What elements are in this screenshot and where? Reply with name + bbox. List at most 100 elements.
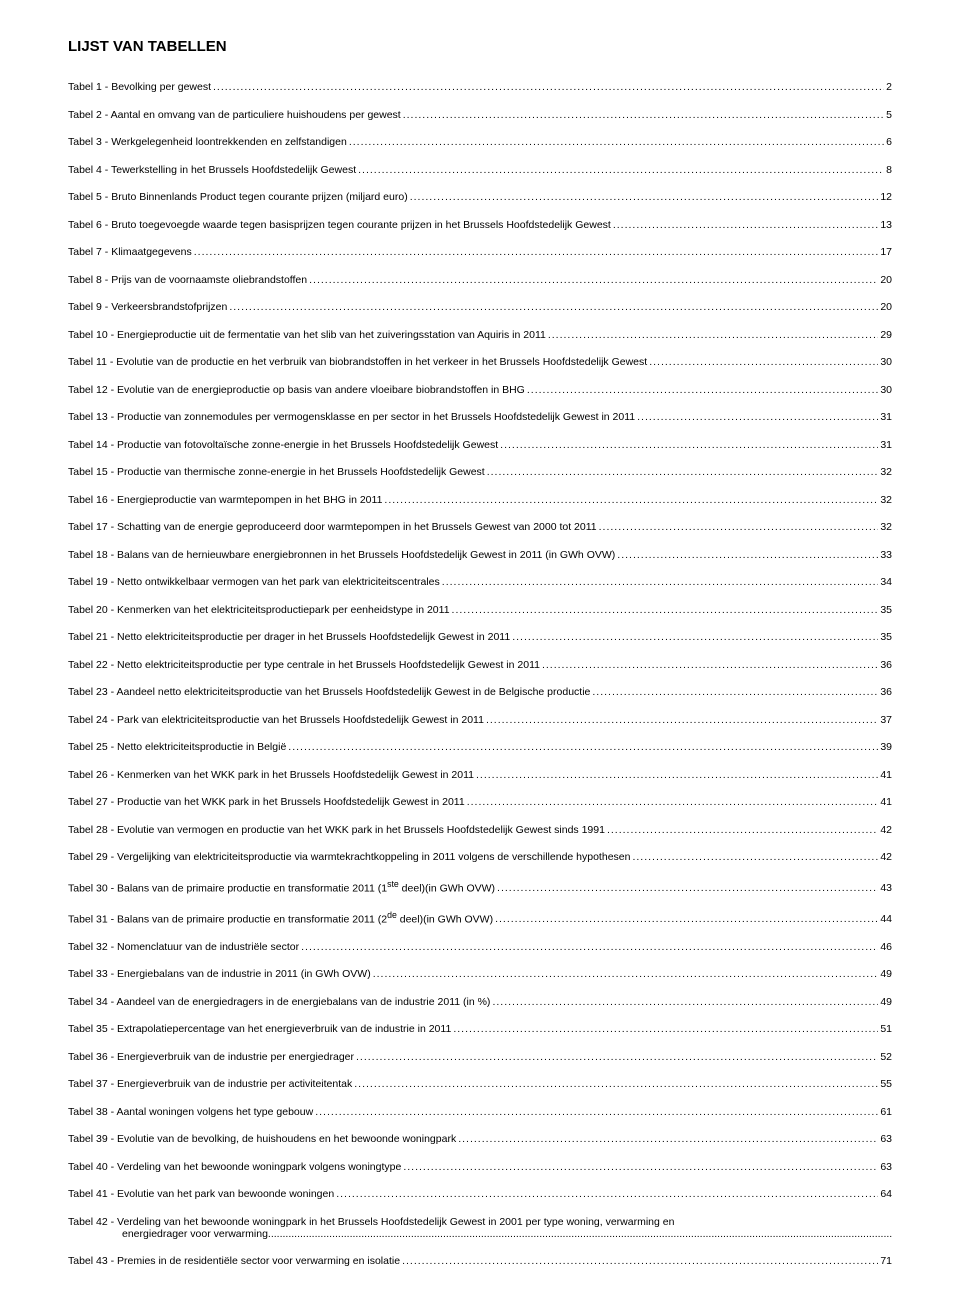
toc-entry-page: 43 [880,882,892,894]
leader-dots: ........................................… [542,659,878,671]
toc-entry: Tabel 26 - Kenmerken van het WKK park in… [68,769,892,781]
toc-entry-label: Tabel 17 - Schatting van de energie gepr… [68,521,597,533]
toc-entry-label: Tabel 26 - Kenmerken van het WKK park in… [68,769,474,781]
toc-entry: Tabel 31 - Balans van de primaire produc… [68,910,892,926]
toc-entry-page: 30 [880,356,892,368]
leader-dots: ........................................… [548,329,878,341]
toc-entry-page: 35 [880,631,892,643]
toc-entry-label: Tabel 33 - Energiebalans van de industri… [68,968,371,980]
toc-entry: Tabel 25 - Netto elektriciteitsproductie… [68,741,892,753]
toc-entry-label: Tabel 43 - Premies in de residentiële se… [68,1255,400,1267]
toc-entry-label-cont: energiedrager voor verwarming [122,1228,268,1240]
toc-entry-label: Tabel 6 - Bruto toegevoegde waarde tegen… [68,219,611,231]
toc-entry-label: Tabel 3 - Werkgelegenheid loontrekkenden… [68,136,347,148]
toc-entry-page: 30 [880,384,892,396]
leader-dots: ........................................… [403,1161,878,1173]
leader-dots: ........................................… [453,1023,878,1035]
toc-entry: Tabel 36 - Energieverbruik van de indust… [68,1051,892,1063]
leader-dots: ........................................… [592,686,878,698]
toc-entry-page: 36 [880,686,892,698]
leader-dots: ........................................… [613,219,878,231]
leader-dots: ........................................… [402,1255,878,1267]
toc-entry: Tabel 17 - Schatting van de energie gepr… [68,521,892,533]
toc-entry-label: Tabel 5 - Bruto Binnenlands Product tege… [68,191,408,203]
toc-entry-page: 17 [880,246,892,258]
leader-dots: ........................................… [649,356,878,368]
leader-dots: ........................................… [467,796,879,808]
leader-dots: ........................................… [358,164,884,176]
leader-dots: ........................................… [356,1051,878,1063]
toc-entry-page: 8 [886,164,892,176]
toc-entry: Tabel 27 - Productie van het WKK park in… [68,796,892,808]
toc-entry-label: Tabel 16 - Energieproductie van warmtepo… [68,494,382,506]
toc-entry: Tabel 14 - Productie van fotovoltaïsche … [68,439,892,451]
toc-entry-label: Tabel 15 - Productie van thermische zonn… [68,466,485,478]
toc-entry: Tabel 10 - Energieproductie uit de ferme… [68,329,892,341]
toc-entry-label: Tabel 9 - Verkeersbrandstofprijzen [68,301,227,313]
leader-dots: ........................................… [486,714,878,726]
toc-entry-label: Tabel 2 - Aantal en omvang van de partic… [68,109,401,121]
toc-entry-page: 6 [886,136,892,148]
toc-entry-label: Tabel 34 - Aandeel van de energiedragers… [68,996,490,1008]
toc-entry: Tabel 35 - Extrapolatiepercentage van he… [68,1023,892,1035]
toc-entry: Tabel 11 - Evolutie van de productie en … [68,356,892,368]
toc-entry-label: Tabel 25 - Netto elektriciteitsproductie… [68,741,286,753]
toc-entry-page: 42 [880,824,892,836]
toc-entry-label: Tabel 36 - Energieverbruik van de indust… [68,1051,354,1063]
toc-entry-page: 42 [880,851,892,863]
toc-entry-page: 31 [880,411,892,423]
leader-dots: ........................................… [336,1188,878,1200]
leader-dots: ........................................… [354,1078,878,1090]
leader-dots: ........................................… [384,494,878,506]
toc-entry-page: 29 [880,329,892,341]
toc-entry: Tabel 19 - Netto ontwikkelbaar vermogen … [68,576,892,588]
toc-entry: Tabel 41 - Evolutie van het park van bew… [68,1188,892,1200]
toc-entry: Tabel 5 - Bruto Binnenlands Product tege… [68,191,892,203]
toc-entry-page: 41 [880,769,892,781]
toc-entry-label: Tabel 18 - Balans van de hernieuwbare en… [68,549,615,561]
toc-entry: Tabel 16 - Energieproductie van warmtepo… [68,494,892,506]
toc-entry: Tabel 33 - Energiebalans van de industri… [68,968,892,980]
toc-entry-page: 61 [880,1106,892,1118]
toc-entry-page: 52 [880,1051,892,1063]
toc-entry-page: 64 [880,1188,892,1200]
toc-entry-label: Tabel 20 - Kenmerken van het elektricite… [68,604,450,616]
toc-entry-label: Tabel 31 - Balans van de primaire produc… [68,910,493,926]
leader-dots: ........................................… [495,913,878,925]
toc-entry-label: Tabel 11 - Evolutie van de productie en … [68,356,647,368]
toc-entry: Tabel 39 - Evolutie van de bevolking, de… [68,1133,892,1145]
toc-entry-page: 49 [880,968,892,980]
toc-entry-label: Tabel 24 - Park van elektriciteitsproduc… [68,714,484,726]
toc-entry: Tabel 4 - Tewerkstelling in het Brussels… [68,164,892,176]
leader-dots: ........................................… [632,851,878,863]
toc-entry-label: Tabel 35 - Extrapolatiepercentage van he… [68,1023,451,1035]
toc-entry-page: 36 [880,659,892,671]
toc-entry-page: 20 [880,274,892,286]
toc-entry: Tabel 24 - Park van elektriciteitsproduc… [68,714,892,726]
leader-dots: ........................................… [607,824,878,836]
toc-entry-label: Tabel 32 - Nomenclatuur van de industrië… [68,941,299,953]
toc-entry: Tabel 42 - Verdeling van het bewoonde wo… [68,1216,892,1240]
leader-dots: ........................................… [213,81,884,93]
toc-entry-page: 49 [880,996,892,1008]
toc-entry: Tabel 34 - Aandeel van de energiedragers… [68,996,892,1008]
toc-entry-page: 12 [880,191,892,203]
toc-entry: Tabel 1 - Bevolking per gewest..........… [68,81,892,93]
toc-entry-page: 39 [880,741,892,753]
leader-dots: ........................................… [527,384,878,396]
toc-entry-page: 63 [880,1133,892,1145]
leader-dots: ........................................… [288,741,878,753]
leader-dots: ........................................… [497,882,878,894]
toc-entry: Tabel 2 - Aantal en omvang van de partic… [68,109,892,121]
toc-entry: Tabel 9 - Verkeersbrandstofprijzen......… [68,301,892,313]
toc-entry-label: Tabel 23 - Aandeel netto elektriciteitsp… [68,686,590,698]
leader-dots: ........................................… [309,274,878,286]
leader-dots: ........................................… [637,411,878,423]
toc-entry-label: Tabel 37 - Energieverbruik van de indust… [68,1078,352,1090]
toc-entry-label: Tabel 10 - Energieproductie uit de ferme… [68,329,546,341]
toc-entry: Tabel 3 - Werkgelegenheid loontrekkenden… [68,136,892,148]
leader-dots: ........................................… [373,968,879,980]
toc-entry: Tabel 21 - Netto elektriciteitsproductie… [68,631,892,643]
toc-entry-label: Tabel 7 - Klimaatgegevens [68,246,192,258]
leader-dots: ........................................… [403,109,884,121]
